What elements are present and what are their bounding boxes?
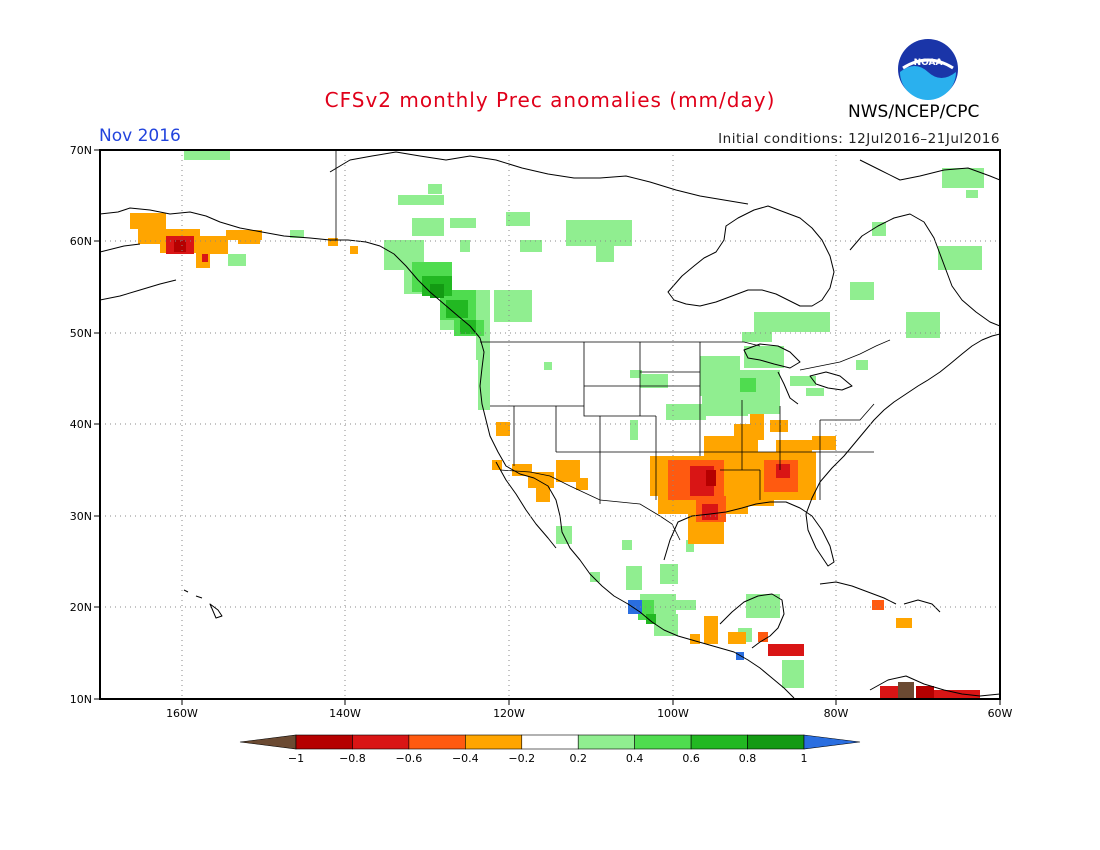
longitude-labels: 160W 140W 120W 100W 80W 60W (166, 707, 1012, 720)
axis-ticks (94, 149, 1001, 705)
colorbar: −1 −0.8 −0.6 −0.4 −0.2 0.2 0.4 0.6 0.8 1 (239, 734, 861, 765)
colorbar-tick-label: 0.6 (682, 752, 700, 765)
colorbar-bin (295, 734, 353, 750)
colorbar-bin (239, 734, 297, 750)
initial-conditions-label: Initial conditions: 12Jul2016–21Jul2016 (718, 131, 1000, 147)
lat-label: 40N (70, 418, 92, 431)
lon-label: 160W (166, 707, 198, 720)
colorbar-bin (352, 734, 410, 750)
lon-label: 140W (329, 707, 361, 720)
colorbar-bin (577, 734, 635, 750)
colorbar-bin (521, 734, 579, 750)
coastlines-layer (100, 151, 1000, 699)
lat-label: 10N (70, 693, 92, 706)
colorbar-bin (408, 734, 466, 750)
agency-label: NWS/NCEP/CPC (848, 102, 980, 122)
noaa-logo: NOAA (898, 39, 958, 100)
lon-label: 60W (988, 707, 1013, 720)
lat-label: 70N (70, 144, 92, 157)
colorbar-bin (803, 734, 861, 750)
lon-label: 120W (493, 707, 525, 720)
forecast-month: Nov 2016 (99, 126, 181, 146)
political-borders-layer (335, 150, 891, 541)
lon-label: 80W (824, 707, 849, 720)
colorbar-bin (634, 734, 692, 750)
colorbar-tick-label: 0.4 (626, 752, 644, 765)
lat-label: 20N (70, 601, 92, 614)
lat-label: 60N (70, 235, 92, 248)
colorbar-tick-label: 0.2 (569, 752, 587, 765)
colorbar-tick-label: −1 (288, 752, 304, 765)
noaa-logo-text: NOAA (914, 58, 943, 68)
lat-lon-grid (100, 150, 1000, 699)
colorbar-tick-label: −0.4 (452, 752, 479, 765)
colorbar-bin (465, 734, 523, 750)
colorbar-bin (747, 734, 805, 750)
latitude-labels: 70N 60N 50N 40N 30N 20N 10N (70, 144, 92, 706)
anomaly-shading-layer (130, 150, 984, 699)
colorbar-tick-label: 0.8 (739, 752, 757, 765)
map-title: CFSv2 monthly Prec anomalies (mm/day) (324, 88, 776, 112)
colorbar-tick-label: −0.6 (396, 752, 423, 765)
colorbar-tick-label: 1 (801, 752, 808, 765)
lat-label: 50N (70, 327, 92, 340)
colorbar-tick-label: −0.2 (508, 752, 535, 765)
lon-label: 100W (657, 707, 689, 720)
lat-label: 30N (70, 510, 92, 523)
colorbar-bin (690, 734, 748, 750)
colorbar-tick-label: −0.8 (339, 752, 366, 765)
